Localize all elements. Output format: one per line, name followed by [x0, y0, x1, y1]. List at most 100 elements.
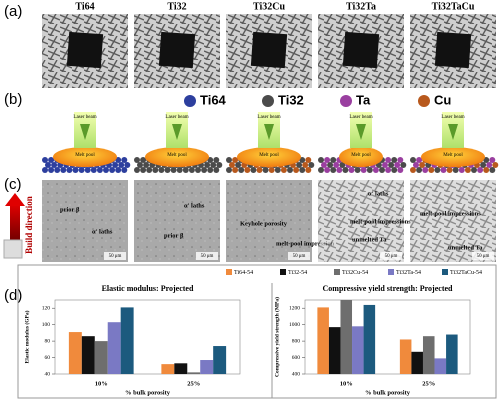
bar: [68, 332, 82, 374]
powder: [226, 167, 232, 173]
powder: [400, 162, 407, 168]
legend-label: Cu: [434, 92, 451, 107]
alloy-label: Ti32TaCu: [432, 1, 475, 12]
powder: [477, 167, 484, 173]
powder: [213, 157, 220, 163]
powder: [274, 167, 281, 173]
melt-pool: [145, 147, 209, 167]
powder: [440, 167, 447, 173]
powder: [54, 167, 61, 173]
powder: [318, 157, 324, 163]
y-tick-label: 40: [45, 371, 51, 377]
legend-swatch: [334, 269, 340, 275]
y-tick-label: 1200: [289, 305, 300, 311]
legend-label: Ti64: [200, 92, 227, 107]
pool-label: Melt pool: [167, 153, 187, 158]
powder: [293, 167, 300, 173]
build-direction: Build direction: [24, 196, 34, 254]
powder: [302, 162, 309, 168]
bar: [352, 326, 364, 374]
annotation: Keyhole porosity: [240, 220, 288, 227]
powder: [339, 162, 346, 168]
powder: [385, 167, 392, 173]
beam-arrow: [172, 124, 182, 140]
powder: [213, 167, 220, 173]
bar: [187, 372, 201, 374]
cube: [3, 239, 23, 259]
annotation: melt-pool impressions: [420, 210, 481, 217]
y-tick-label: 60: [45, 355, 51, 361]
powder: [170, 167, 177, 173]
legend-label: Ti32Ta-54: [396, 270, 421, 276]
powder: [327, 162, 334, 168]
beam-label: Laser beam: [349, 115, 372, 120]
indent: [66, 31, 104, 69]
scale-bar: 50 μm: [201, 254, 214, 259]
powder: [207, 157, 214, 163]
bar: [174, 363, 188, 374]
chart-frame: [17, 264, 497, 399]
powder: [458, 167, 465, 173]
powder: [308, 162, 315, 168]
powder: [250, 167, 257, 173]
legend-swatch: [262, 95, 274, 107]
y-tick-label: 600: [292, 355, 301, 361]
beam-label: Laser beam: [257, 115, 280, 120]
powder: [268, 167, 275, 173]
alloy-label: Ti64: [75, 1, 94, 12]
legend-swatch: [388, 269, 394, 275]
y-axis-title: Elastic modulus (GPa): [23, 310, 30, 363]
powder: [235, 162, 242, 168]
powder: [216, 162, 223, 168]
powder: [207, 167, 214, 173]
powder: [394, 162, 401, 168]
powder: [210, 162, 217, 168]
powder: [188, 167, 195, 173]
powder: [324, 157, 331, 163]
powder: [354, 167, 361, 173]
sem-image: [134, 180, 220, 262]
scale-box: [104, 252, 126, 260]
y-tick-label: 100: [42, 322, 51, 328]
scale-bar: 50 μm: [477, 254, 490, 259]
powder: [109, 167, 116, 173]
melt-pool: [421, 147, 485, 167]
powder: [262, 167, 269, 173]
bar: [422, 336, 435, 374]
bar: [434, 358, 447, 374]
chart-title: Elastic modulus: Projected: [102, 284, 194, 293]
y-axis-title: Compressive yield strength (MPa): [273, 297, 280, 377]
bar: [317, 307, 329, 374]
bar: [81, 336, 95, 374]
powder: [382, 162, 388, 168]
plot-frame: [304, 299, 471, 375]
pool-label: Melt pool: [259, 153, 279, 158]
scale-bar: 50 μm: [385, 254, 398, 259]
powder: [464, 167, 471, 173]
bar: [446, 334, 458, 374]
powder: [118, 162, 125, 168]
powder: [372, 167, 379, 173]
powder: [324, 167, 331, 173]
powder: [158, 167, 165, 173]
bar: [399, 339, 412, 374]
powder: [244, 167, 251, 173]
y-tick-label: 80: [45, 338, 51, 344]
pool-label: Melt pool: [443, 153, 463, 158]
powder: [78, 167, 85, 173]
powder: [471, 167, 477, 173]
annotation: melt-pool impressions: [350, 218, 411, 225]
bar: [363, 304, 376, 374]
powder: [348, 167, 355, 173]
powder: [42, 157, 48, 163]
beam-arrow: [448, 124, 458, 140]
alloy-label: Ti32: [167, 1, 186, 12]
powder: [360, 167, 367, 173]
annotation: prior β: [60, 206, 80, 213]
powder: [489, 157, 496, 163]
powder: [48, 167, 55, 173]
powder: [388, 162, 395, 168]
powder: [84, 167, 91, 173]
powder: [486, 162, 493, 168]
